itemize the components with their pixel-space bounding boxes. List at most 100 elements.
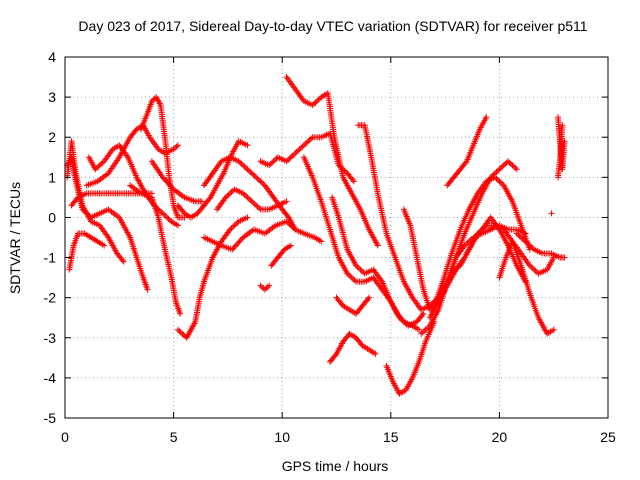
data-point (284, 156, 291, 163)
series-trace-35 (555, 122, 566, 181)
data-point (229, 223, 236, 230)
data-point (253, 202, 260, 209)
data-point (240, 190, 247, 197)
data-point (493, 175, 500, 182)
data-point (499, 163, 506, 170)
y-tick-label: 1 (48, 169, 56, 185)
data-point (254, 203, 261, 210)
data-point (248, 198, 255, 205)
data-point (198, 198, 205, 205)
series-trace-32 (496, 238, 557, 337)
data-point (507, 160, 514, 167)
x-tick-label: 25 (600, 429, 616, 445)
data-point (80, 207, 87, 214)
data-point (523, 239, 530, 246)
data-point (528, 243, 535, 250)
y-tick-label: 2 (48, 129, 56, 145)
data-point (257, 178, 264, 185)
data-point (296, 146, 303, 153)
series-trace-12 (201, 214, 251, 285)
data-point (253, 174, 260, 181)
y-tick-label: -1 (44, 250, 57, 266)
data-point (162, 213, 169, 220)
data-point (173, 143, 180, 150)
data-point (561, 138, 568, 145)
data-point (374, 242, 381, 249)
data-point (311, 100, 318, 107)
data-point (500, 162, 507, 169)
data-point (245, 195, 252, 202)
data-point (292, 226, 299, 233)
y-tick-label: -5 (44, 410, 57, 426)
series-trace-3 (66, 230, 108, 273)
data-point (345, 271, 352, 278)
data-point (513, 230, 520, 237)
data-point (228, 225, 235, 232)
data-point (315, 96, 322, 103)
data-point (150, 96, 157, 103)
data-point (180, 332, 187, 339)
data-point (510, 163, 517, 170)
data-point (355, 265, 362, 272)
series-trace-14 (201, 154, 299, 233)
data-point (358, 267, 365, 274)
data-point (269, 159, 276, 166)
data-point (283, 198, 290, 205)
data-point (254, 175, 261, 182)
data-point (519, 235, 526, 242)
data-point (506, 159, 513, 166)
data-point (267, 160, 274, 167)
series-trace-23 (326, 330, 379, 365)
data-point (244, 166, 251, 173)
series-trace-31 (457, 222, 557, 277)
data-point (318, 238, 325, 245)
data-point (92, 166, 99, 173)
data-point (521, 237, 528, 244)
axis-ticks: 0 5 10 15 20 25 -5 -4 -3 -2 -1 0 1 2 3 4 (44, 49, 616, 445)
data-point (525, 241, 532, 248)
data-point (316, 95, 323, 102)
data-point (300, 142, 307, 149)
y-tick-label: 3 (48, 89, 56, 105)
data-point (350, 178, 357, 185)
data-point (357, 266, 364, 273)
data-point (235, 158, 242, 165)
data-point (266, 162, 273, 169)
data-point (79, 206, 86, 213)
data-point (270, 158, 277, 165)
data-point (561, 254, 568, 261)
data-point (416, 326, 423, 333)
data-point (227, 190, 234, 197)
y-axis-label: SDTVAR / TECUs (7, 182, 23, 294)
data-point (518, 234, 525, 241)
data-point (477, 227, 484, 234)
data-point (462, 159, 469, 166)
data-point (98, 160, 105, 167)
data-point (286, 155, 293, 162)
data-point (312, 99, 319, 106)
data-point (250, 199, 257, 206)
data-point (348, 274, 355, 281)
x-tick-label: 10 (274, 429, 290, 445)
data-point (248, 170, 255, 177)
data-point (251, 201, 258, 208)
data-point (481, 223, 488, 230)
data-point (505, 158, 512, 165)
series-trace-17 (257, 282, 273, 293)
x-tick-label: 0 (61, 429, 69, 445)
data-point (177, 329, 184, 336)
data-point (522, 238, 529, 245)
series-trace-7 (138, 94, 188, 221)
data-point (244, 214, 251, 221)
data-point (179, 330, 186, 337)
data-point (283, 218, 290, 225)
data-point (271, 156, 278, 163)
data-point (516, 233, 523, 240)
y-tick-label: 0 (48, 209, 56, 225)
data-point (241, 191, 248, 198)
series-trace-20 (300, 154, 423, 333)
data-point (302, 140, 309, 147)
data-point (502, 160, 509, 167)
data-point (548, 210, 555, 217)
data-point (550, 326, 557, 333)
